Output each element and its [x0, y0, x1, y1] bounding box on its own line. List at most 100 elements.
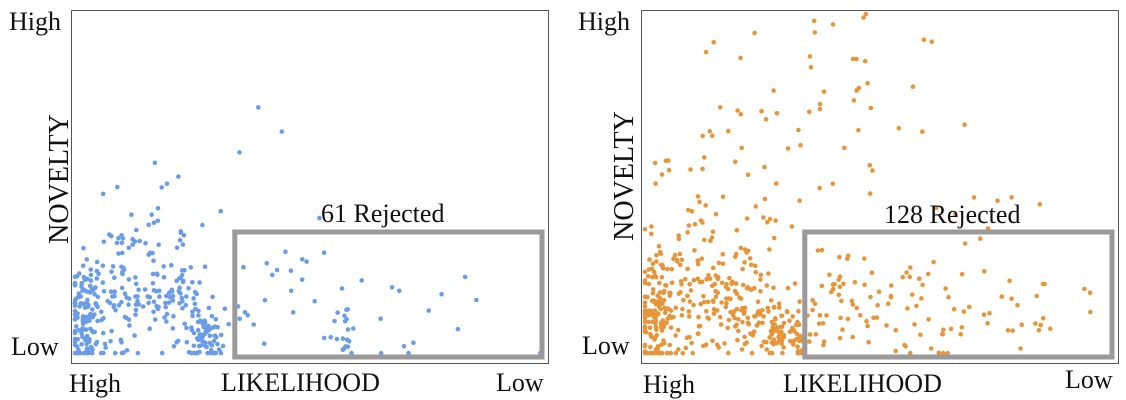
scatter-point: [79, 328, 84, 333]
scatter-point: [1048, 326, 1053, 332]
scatter-point: [164, 311, 170, 317]
scatter-point: [664, 350, 670, 356]
scatter-point: [739, 145, 744, 151]
scatter-point: [807, 109, 812, 115]
scatter-point: [888, 293, 894, 299]
scatter-point: [474, 297, 479, 303]
scatter-point: [767, 350, 773, 356]
scatter-point: [642, 324, 648, 329]
scatter-point: [220, 343, 226, 349]
scatter-point: [647, 325, 653, 331]
scatter-point: [656, 304, 662, 309]
y-tick-high: High: [9, 7, 61, 36]
scatter-point: [745, 172, 751, 177]
scatter-point: [129, 212, 134, 217]
scatter-point: [918, 332, 923, 338]
scatter-point: [813, 332, 819, 337]
scatter-point: [695, 258, 701, 263]
scatter-point: [931, 259, 936, 265]
scatter-point: [72, 336, 78, 342]
scatter-point: [691, 277, 697, 283]
scatter-point: [771, 342, 776, 347]
scatter-point: [79, 280, 85, 286]
scatter-point: [152, 160, 158, 166]
scatter-point: [90, 307, 95, 312]
scatter-point: [663, 283, 669, 288]
scatter-point: [121, 350, 126, 355]
scatter-point: [668, 308, 674, 313]
scatter-point: [852, 279, 858, 285]
scatter-point: [681, 297, 686, 303]
scatter-point: [406, 350, 411, 356]
scatter-point: [119, 233, 124, 238]
right-chart-panel: High Low NOVELTY 128 Rejected High LIKEL…: [568, 0, 1126, 400]
scatter-point: [116, 251, 121, 256]
scatter-point: [95, 318, 100, 324]
scatter-point: [763, 117, 769, 122]
scatter-point: [861, 15, 866, 20]
scatter-point: [166, 290, 172, 296]
rejected-region-box: [232, 229, 545, 360]
scatter-point: [113, 307, 118, 313]
scatter-point: [699, 256, 705, 261]
scatter-point: [74, 324, 79, 329]
scatter-point: [202, 331, 207, 337]
scatter-point: [121, 267, 127, 272]
scatter-point: [642, 269, 648, 275]
scatter-point: [150, 271, 156, 277]
scatter-point: [871, 315, 876, 321]
scatter-point: [237, 316, 242, 322]
scatter-point: [697, 323, 703, 329]
scatter-point: [163, 304, 168, 310]
scatter-point: [729, 281, 734, 287]
scatter-point: [155, 272, 160, 278]
scatter-point: [703, 342, 709, 348]
scatter-point: [841, 281, 846, 287]
scatter-point: [776, 305, 782, 310]
scatter-point: [962, 241, 968, 246]
scatter-point: [724, 282, 729, 287]
scatter-point: [659, 274, 665, 280]
scatter-point: [749, 287, 754, 292]
scatter-point: [776, 334, 782, 340]
scatter-point: [192, 301, 198, 307]
scatter-point: [864, 319, 869, 324]
scatter-point: [733, 254, 738, 259]
scatter-point: [171, 314, 176, 319]
scatter-point: [654, 259, 659, 264]
scatter-point: [642, 294, 648, 300]
scatter-point: [184, 339, 190, 345]
scatter-point: [84, 337, 90, 343]
scatter-point: [978, 236, 983, 241]
scatter-point: [755, 299, 761, 305]
scatter-point: [777, 338, 782, 344]
scatter-point: [698, 301, 703, 307]
scatter-point: [88, 312, 94, 317]
scatter-point: [866, 339, 871, 345]
scatter-point: [749, 350, 755, 356]
scatter-point: [692, 248, 697, 253]
scatter-point: [100, 280, 106, 285]
scatter-point: [795, 348, 801, 354]
scatter-point: [650, 290, 656, 296]
scatter-point: [774, 181, 779, 186]
scatter-point: [656, 311, 661, 317]
scatter-point: [928, 346, 934, 351]
scatter-point: [655, 346, 661, 352]
scatter-point: [747, 256, 753, 261]
scatter-point: [745, 315, 751, 321]
scatter-point: [652, 269, 657, 275]
scatter-point: [642, 304, 648, 309]
scatter-point: [668, 325, 674, 330]
scatter-point: [335, 310, 340, 316]
scatter-point: [81, 245, 86, 251]
scatter-point: [914, 303, 919, 309]
scatter-point: [207, 333, 213, 339]
scatter-point: [312, 298, 317, 304]
scatter-point: [190, 309, 195, 315]
scatter-point: [734, 291, 740, 297]
scatter-point: [920, 129, 925, 134]
scatter-point: [135, 294, 140, 299]
rejected-count-label: 128 Rejected: [884, 200, 1021, 229]
scatter-point: [940, 331, 946, 337]
